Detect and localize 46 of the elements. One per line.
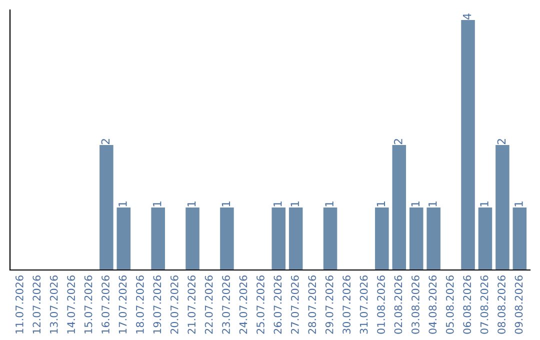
x-tick-label: 28.07.2026 [308, 276, 316, 334]
data-label: 2 [101, 139, 110, 144]
x-tick-label: 31.07.2026 [360, 276, 368, 334]
data-label: 1 [480, 201, 488, 206]
x-tick-label: 09.08.2026 [514, 276, 523, 334]
data-label: 2 [394, 139, 402, 144]
data-label: 4 [462, 14, 472, 20]
data-label: 1 [376, 201, 385, 206]
x-tick-label: 11.07.2026 [15, 276, 24, 334]
data-label: 1 [290, 201, 299, 206]
x-tick-label: 13.07.2026 [50, 276, 58, 334]
data-label: 1 [514, 201, 523, 206]
x-tick-label: 05.08.2026 [446, 276, 454, 334]
x-tick-label: 27.07.2026 [290, 276, 299, 334]
x-tick-label: 23.07.2026 [222, 276, 230, 334]
x-tick-label: 14.07.2026 [67, 276, 76, 334]
x-tick-label: 06.08.2026 [463, 276, 472, 334]
data-label: 1 [428, 201, 437, 206]
data-label: 1 [274, 201, 282, 206]
x-tick-label: 07.08.2026 [480, 276, 488, 334]
x-tick-label: 26.07.2026 [274, 276, 282, 334]
x-tick-label: 03.08.2026 [412, 276, 420, 334]
x-tick-label: 19.07.2026 [153, 276, 162, 334]
x-tick-label: 17.07.2026 [118, 276, 127, 334]
x-tick-label: 02.08.2026 [394, 276, 402, 334]
x-tick-label: 30.07.2026 [342, 276, 351, 334]
x-tick-label: 01.08.2026 [377, 276, 385, 334]
x-tick-label: 04.08.2026 [428, 276, 437, 334]
x-tick-label: 21.07.2026 [188, 276, 196, 334]
data-label: 1 [187, 201, 196, 206]
x-tick-label: 08.08.2026 [498, 276, 506, 334]
x-tick-label: 22.07.2026 [204, 276, 213, 334]
x-tick-label: 20.07.2026 [170, 276, 178, 334]
x-tick-label: 18.07.2026 [136, 276, 144, 334]
data-label: 1 [325, 201, 334, 206]
data-label: 1 [118, 201, 127, 206]
x-tick-label: 25.07.2026 [256, 276, 264, 334]
data-label: 1 [153, 201, 162, 206]
x-tick-label: 15.07.2026 [84, 276, 92, 334]
data-label: 1 [222, 201, 230, 206]
data-label: 1 [411, 201, 420, 206]
x-tick-label: 16.07.2026 [102, 276, 110, 334]
x-tick-label: 12.07.2026 [32, 276, 41, 334]
x-tick-label: 29.07.2026 [325, 276, 334, 334]
x-tick-label: 24.07.2026 [239, 276, 248, 334]
data-label: 2 [497, 139, 506, 144]
